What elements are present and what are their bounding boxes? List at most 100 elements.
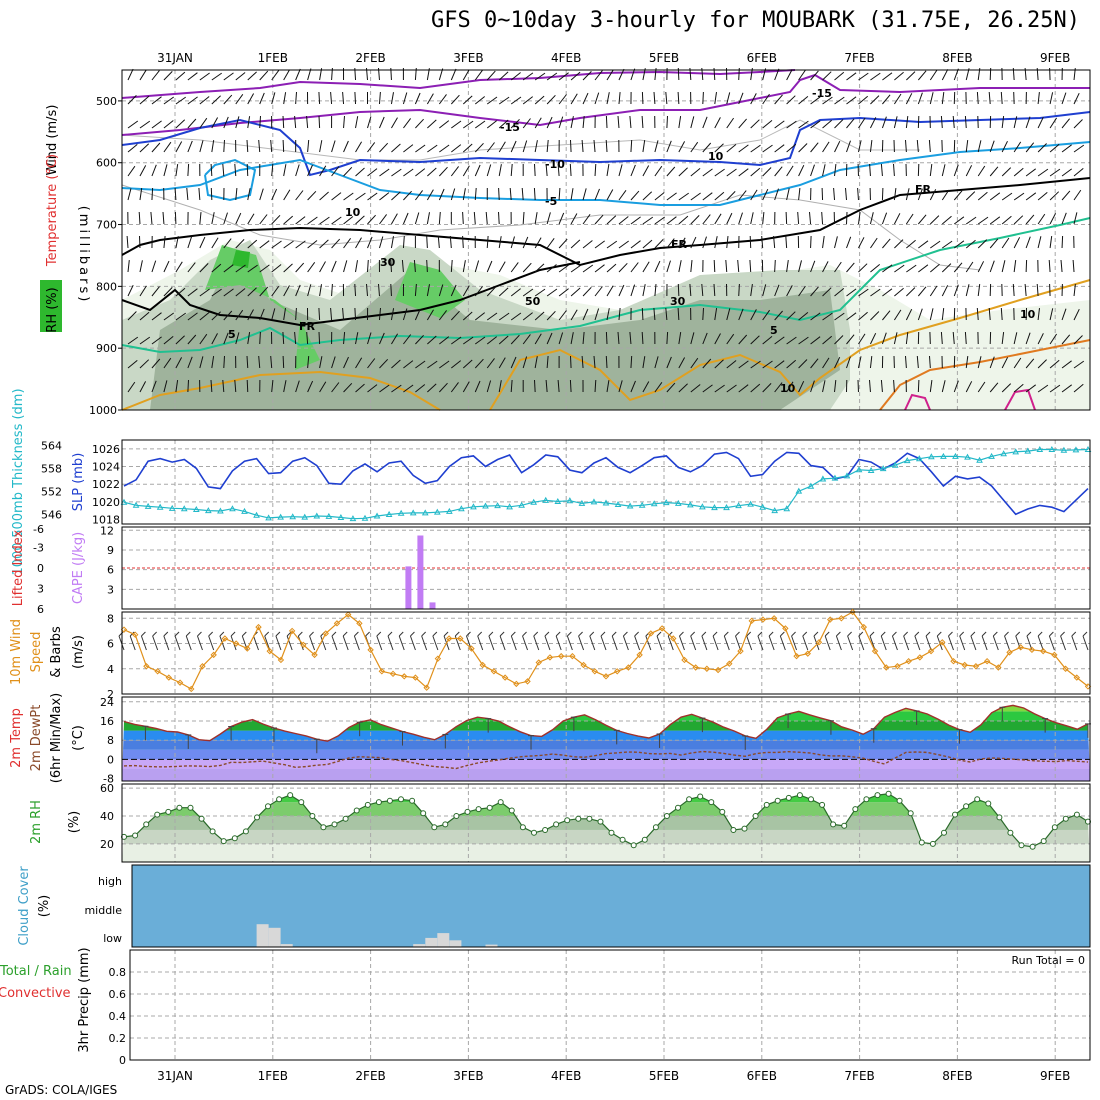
wind-barb [618,92,621,105]
wind-barb [139,311,150,321]
wind-barb [905,308,913,321]
wind-barb [798,120,809,129]
wind-barb [510,72,521,81]
wind-barb [283,285,290,297]
wind-barb [1001,357,1009,369]
wind-barb [870,288,881,297]
surface-barb [712,635,719,651]
wind-barb [606,164,610,177]
surface-barb [656,635,663,651]
wind-barb [822,335,833,345]
wind-barb [1001,215,1012,225]
wind-barb [618,284,625,297]
wind-barb [558,264,570,273]
thickness-point [650,500,658,507]
wind-barb [953,284,959,297]
wind-barb [271,70,280,81]
wind-barb [271,380,274,393]
wind-frame [121,611,1091,695]
wind-barb [582,308,589,321]
wind-barb [414,212,420,225]
thickness-point [458,505,465,512]
wind-speed-point [1051,651,1058,659]
wind-barb [642,356,646,369]
wind-barb [774,94,783,105]
wind-barb [929,92,934,105]
wind-barb [846,312,857,321]
wind-barb [1048,259,1051,273]
wind-barb [929,355,931,369]
wind-speed-point [714,666,722,674]
surface-barb-flag [510,631,516,637]
wind-barb [331,216,342,225]
rh-point [364,801,371,808]
wind-barb [391,213,398,225]
wind-barb [870,72,881,81]
surface-wind-barbs [118,631,1089,651]
wind-barb [355,237,362,249]
rh-point [586,815,593,822]
wind-barb [510,140,517,153]
wind-barb [247,239,258,249]
surface-barb [847,635,854,651]
date-top-6FEB: 6FEB [747,51,777,65]
wind-barb [786,143,797,153]
wind-barb [151,96,162,105]
surface-barb-flag [275,631,281,637]
wind-barb [390,308,395,321]
wind-barb [690,192,701,201]
rh-point [320,824,327,831]
surface-barb [981,635,988,651]
wind-barb [271,92,276,105]
thickness-point [301,513,309,520]
wind-barb [210,187,213,201]
wind-barb [881,332,887,345]
wind-barb [629,331,632,345]
wind-speed-point [580,661,587,669]
wind-barb [810,142,819,153]
wind-barb [1036,283,1039,297]
wind-barb [247,309,254,321]
wind-barb [798,96,809,105]
precip-tick-0.6: 0.6 [109,988,127,1001]
wind-barb [151,164,157,177]
wind-barb [774,284,780,297]
wind-barb [450,310,460,321]
wind-barb [786,336,797,345]
wind-barb [355,192,366,201]
rh-point [719,808,726,815]
wind-barb [486,358,495,369]
rh-point [608,829,615,836]
wind-barb [738,384,749,393]
wind-barb [858,72,869,81]
wind-barb [175,71,186,81]
rh-point [1051,824,1058,831]
wind-barb [187,288,198,297]
wind-barb [882,264,893,273]
thickness-point [843,472,851,479]
wind-barb [331,283,333,297]
surface-barb [544,635,551,651]
wind-barb [714,333,721,345]
wind-barb [175,312,186,321]
wind-barb [1073,335,1083,345]
surface-barb-flag [903,631,909,637]
wind-barb [355,141,363,153]
wind-barb [798,336,809,345]
wind-barb [294,331,297,345]
ylabel-lifted-index: Lifted Index [11,529,26,606]
surface-barb-flag [208,631,214,637]
rh-band-0 [122,843,1090,862]
wind-barb [235,264,246,273]
wind-tick-4: 4 [107,663,114,676]
surface-barb [129,635,136,651]
wind-barb [929,285,938,297]
wind-speed-point [681,656,688,664]
wind-barb [665,91,668,105]
wind-barb [785,211,788,225]
date-bottom-9FEB: 9FEB [1040,1069,1070,1083]
wind-barb [654,192,665,201]
wind-barb [534,288,546,297]
wind-barb [929,164,933,177]
wind-barb [702,116,708,129]
